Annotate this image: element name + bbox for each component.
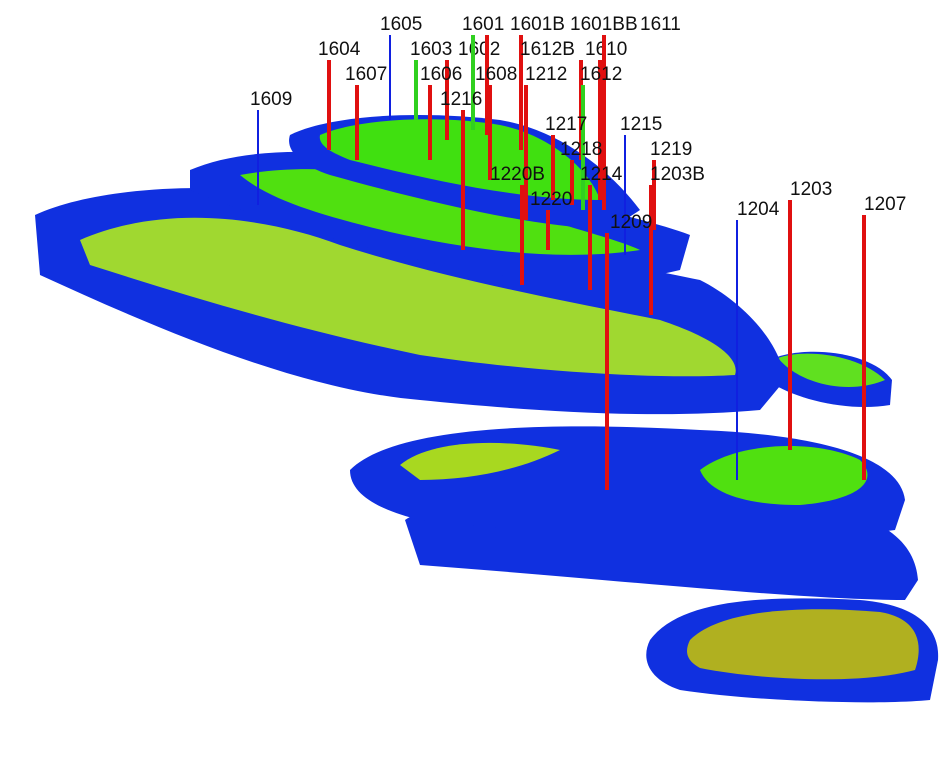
well-1220[interactable]: 1220 xyxy=(530,189,572,250)
well-label: 1220 xyxy=(530,189,572,210)
well-label: 1219 xyxy=(650,139,692,160)
well-label: 1612 xyxy=(580,64,622,85)
well-1212[interactable]: 1212 xyxy=(524,64,567,220)
well-label: 1608 xyxy=(475,64,517,85)
well-label: 1610 xyxy=(585,39,627,60)
well-1601[interactable]: 1601 xyxy=(462,14,504,130)
well-1218[interactable]: 1218 xyxy=(560,139,602,205)
well-1606[interactable]: 1606 xyxy=(420,64,462,160)
well-label: 1216 xyxy=(440,89,482,110)
well-1216[interactable]: 1216 xyxy=(440,89,482,250)
well-1607[interactable]: 1607 xyxy=(345,64,387,160)
well-label: 1214 xyxy=(580,164,623,185)
layer-lower-1-top-right xyxy=(700,446,868,505)
well-1204[interactable]: 1204 xyxy=(736,199,780,480)
layer-lower-1-top xyxy=(400,442,560,480)
well-label: 1217 xyxy=(545,114,587,135)
well-1610[interactable]: 1610 xyxy=(585,39,627,200)
well-1604[interactable]: 1604 xyxy=(318,39,361,150)
well-1611[interactable]: 1611 xyxy=(602,14,681,210)
well-1603[interactable]: 1603 xyxy=(410,39,452,120)
well-label: 1609 xyxy=(250,89,292,110)
well-label: 1607 xyxy=(345,64,387,85)
layers xyxy=(35,115,939,703)
well-label: 1218 xyxy=(560,139,602,160)
well-label: 1601BB xyxy=(570,14,638,35)
well-1215[interactable]: 1215 xyxy=(620,114,662,255)
well-1602[interactable]: 1602 xyxy=(445,39,500,140)
well-1219[interactable]: 1219 xyxy=(650,139,692,230)
well-label: 1204 xyxy=(737,199,780,220)
well-1209[interactable]: 1209 xyxy=(605,212,652,490)
well-label: 1611 xyxy=(640,14,681,35)
well-1609[interactable]: 1609 xyxy=(250,89,292,205)
well-label: 1601 xyxy=(462,14,504,35)
well-1220B[interactable]: 1220B xyxy=(490,164,545,285)
well-1203B[interactable]: 1203B xyxy=(649,164,705,315)
well-label: 1209 xyxy=(610,212,652,233)
well-label: 1612B xyxy=(520,39,575,60)
layer-island-top xyxy=(778,353,885,387)
layer-upper-2-top xyxy=(240,169,640,255)
layer-bottom-top xyxy=(687,609,919,680)
well-label: 1203B xyxy=(650,164,705,185)
well-1601BB[interactable]: 1601BB xyxy=(519,14,638,150)
well-1605[interactable]: 1605 xyxy=(380,14,422,120)
well-1608[interactable]: 1608 xyxy=(475,64,517,180)
well-label: 1602 xyxy=(458,39,500,60)
well-1203[interactable]: 1203 xyxy=(788,179,832,450)
well-1214[interactable]: 1214 xyxy=(580,164,623,290)
well-label: 1606 xyxy=(420,64,462,85)
well-label: 1604 xyxy=(318,39,361,60)
well-1612[interactable]: 1612 xyxy=(580,64,622,210)
well-1601B[interactable]: 1601B xyxy=(485,14,565,135)
well-label: 1207 xyxy=(864,194,906,215)
well-label: 1215 xyxy=(620,114,662,135)
well-label: 1220B xyxy=(490,164,545,185)
well-label: 1601B xyxy=(510,14,565,35)
well-label: 1605 xyxy=(380,14,422,35)
well-1207[interactable]: 1207 xyxy=(862,194,906,480)
well-1217[interactable]: 1217 xyxy=(545,114,587,200)
layer-top-surface xyxy=(319,119,600,200)
layer-middle-top xyxy=(80,217,736,377)
well-label: 1212 xyxy=(525,64,567,85)
well-label: 1603 xyxy=(410,39,452,60)
well-label: 1203 xyxy=(790,179,832,200)
